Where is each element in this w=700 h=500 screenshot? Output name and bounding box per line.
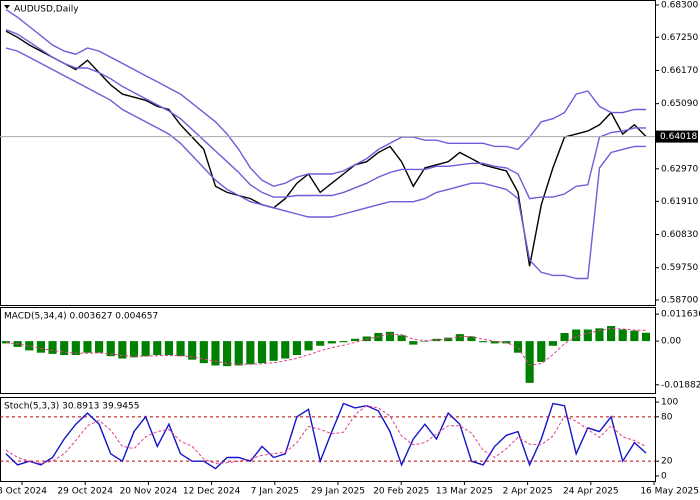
histogram-bar xyxy=(572,329,581,342)
y-tick-label: 0.62970 xyxy=(661,164,698,174)
menu-arrow[interactable] xyxy=(4,5,10,9)
y-tick-label: -0.018829 xyxy=(661,380,700,390)
histogram-bar xyxy=(455,334,464,342)
y-tick-label: 0.61910 xyxy=(661,197,698,207)
histogram-bar xyxy=(188,341,197,360)
histogram-bar xyxy=(153,341,162,356)
histogram-bar xyxy=(211,341,220,366)
histogram-bar xyxy=(199,341,208,364)
histogram-bar xyxy=(630,330,639,342)
y-tick-label: 0.59750 xyxy=(661,263,698,273)
x-tick-label: 13 Mar 2025 xyxy=(436,487,493,497)
histogram-bar xyxy=(234,341,243,366)
histogram-bar xyxy=(83,341,92,353)
y-tick-label: 0 xyxy=(661,471,667,481)
histogram-bar xyxy=(397,335,406,342)
histogram-bar xyxy=(164,341,173,356)
histogram-bar xyxy=(409,341,418,345)
histogram-bar xyxy=(467,336,476,342)
histogram-bar xyxy=(339,341,348,343)
histogram-bar xyxy=(141,341,150,357)
histogram-bar xyxy=(420,341,429,342)
histogram-bar xyxy=(618,329,627,342)
series-line xyxy=(5,47,646,280)
y-tick-label: 0.011636 xyxy=(661,310,700,320)
y-tick-label: 80 xyxy=(661,412,673,422)
x-tick-label: 20 Feb 2025 xyxy=(373,487,429,497)
histogram-bar xyxy=(292,341,301,356)
histogram-bar xyxy=(595,328,604,342)
histogram-bar xyxy=(269,341,278,361)
y-tick-label: 0.67250 xyxy=(661,33,698,43)
panel-title: Stoch(5,3,3) 30.8913 39.9455 xyxy=(4,402,139,412)
histogram-bar xyxy=(25,341,34,351)
price-panel xyxy=(0,0,656,306)
histogram-bar xyxy=(327,341,336,344)
histogram-bar xyxy=(36,341,45,353)
histogram-bar xyxy=(479,341,488,343)
histogram-bar xyxy=(513,341,523,353)
histogram-bar xyxy=(525,341,534,383)
series-line xyxy=(5,327,647,366)
histogram-bar xyxy=(106,341,115,357)
x-tick-label: 8 Oct 2024 xyxy=(0,487,47,497)
x-tick-label: 20 Nov 2024 xyxy=(120,487,178,497)
x-tick-label: 29 Jan 2025 xyxy=(311,487,365,497)
y-tick-label: 0.58700 xyxy=(661,295,698,305)
histogram-bar xyxy=(223,341,232,367)
histogram-bar xyxy=(385,331,395,342)
last-price-label: 0.64018 xyxy=(660,132,697,142)
histogram-bar xyxy=(95,341,104,353)
x-tick-label: 7 Jan 2025 xyxy=(251,487,299,497)
histogram-bar xyxy=(351,338,360,342)
histogram-bar xyxy=(118,341,127,359)
histogram-bar xyxy=(71,341,80,356)
x-tick-label: 29 Oct 2024 xyxy=(57,487,113,497)
histogram-bar xyxy=(316,341,325,346)
y-tick-label: 100 xyxy=(661,398,678,408)
panel-title: AUDUSD,Daily xyxy=(14,5,79,15)
histogram-bar xyxy=(490,341,499,344)
histogram-bar xyxy=(257,341,267,364)
histogram-bar xyxy=(176,341,185,357)
histogram-bar xyxy=(444,337,453,342)
histogram-bar xyxy=(374,332,383,342)
y-tick-label: 0.60830 xyxy=(661,230,698,240)
last-price-box xyxy=(656,130,698,143)
histogram-bar xyxy=(304,341,313,351)
histogram-bar xyxy=(281,341,290,359)
y-tick-label: 0.66170 xyxy=(661,66,698,76)
series-line xyxy=(5,9,646,188)
series-line xyxy=(5,30,647,267)
series-line xyxy=(5,405,647,464)
macd-panel xyxy=(0,307,656,394)
stoch-panel xyxy=(0,397,656,482)
x-tick-label: 12 Dec 2024 xyxy=(183,487,241,497)
x-tick-label: 16 May 2025 xyxy=(640,487,699,497)
series-line xyxy=(5,402,647,470)
histogram-bar xyxy=(129,341,139,358)
x-tick-label: 2 Apr 2025 xyxy=(503,487,553,497)
histogram-bar xyxy=(560,332,569,342)
histogram-bar xyxy=(60,341,69,356)
histogram-bar xyxy=(607,326,616,342)
histogram-bar xyxy=(246,341,255,365)
histogram-bar xyxy=(548,341,557,346)
histogram-bar xyxy=(641,332,651,342)
histogram-bar xyxy=(583,329,592,342)
x-tick-label: 24 Apr 2025 xyxy=(563,487,619,497)
histogram-bar xyxy=(48,341,57,354)
series-line xyxy=(5,28,646,200)
y-tick-label: 0.68300 xyxy=(661,1,698,11)
y-tick-label: 0.65090 xyxy=(661,99,698,109)
histogram-bar xyxy=(1,341,11,344)
histogram-bar xyxy=(537,341,546,362)
y-tick-label: 0.00 xyxy=(661,337,681,347)
panel-title: MACD(5,34,4) 0.003627 0.004657 xyxy=(4,312,158,322)
y-tick-label: 20 xyxy=(661,457,673,467)
